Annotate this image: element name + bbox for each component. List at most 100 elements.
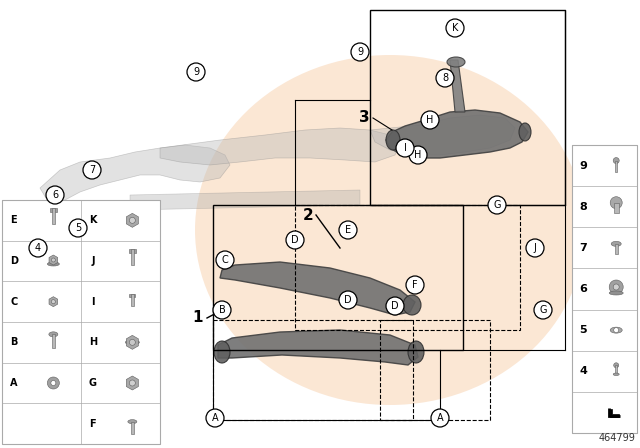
Bar xyxy=(131,249,134,265)
Text: 9: 9 xyxy=(193,67,199,77)
Circle shape xyxy=(206,409,224,427)
Bar xyxy=(213,320,413,420)
Circle shape xyxy=(386,297,404,315)
Text: B: B xyxy=(219,305,225,315)
Text: 464799: 464799 xyxy=(598,433,636,443)
Ellipse shape xyxy=(128,420,137,424)
Ellipse shape xyxy=(611,241,621,246)
Circle shape xyxy=(421,111,439,129)
Text: 7: 7 xyxy=(579,243,587,253)
Circle shape xyxy=(69,219,87,237)
Circle shape xyxy=(534,301,552,319)
Circle shape xyxy=(51,380,56,385)
Text: D: D xyxy=(391,301,399,311)
Bar xyxy=(129,249,136,253)
Ellipse shape xyxy=(195,55,585,405)
Text: D: D xyxy=(291,235,299,245)
Text: 8: 8 xyxy=(579,202,587,212)
Circle shape xyxy=(409,146,427,164)
Circle shape xyxy=(187,63,205,81)
Circle shape xyxy=(436,69,454,87)
Polygon shape xyxy=(40,145,230,205)
Circle shape xyxy=(51,300,55,304)
Bar xyxy=(129,294,135,297)
Text: J: J xyxy=(534,243,536,253)
Text: 3: 3 xyxy=(360,111,370,125)
Text: K: K xyxy=(89,215,97,225)
Bar xyxy=(295,205,520,330)
Text: 5: 5 xyxy=(579,325,587,335)
Text: G: G xyxy=(493,200,500,210)
Circle shape xyxy=(47,377,60,389)
Circle shape xyxy=(339,221,357,239)
Ellipse shape xyxy=(47,262,60,266)
Text: K: K xyxy=(452,23,458,33)
Polygon shape xyxy=(130,190,360,210)
Ellipse shape xyxy=(613,373,620,375)
Polygon shape xyxy=(370,115,515,155)
Bar xyxy=(50,208,57,212)
Bar xyxy=(380,320,490,420)
Bar xyxy=(2,200,160,444)
Text: 7: 7 xyxy=(89,165,95,175)
Circle shape xyxy=(351,43,369,61)
Text: 5: 5 xyxy=(75,223,81,233)
Circle shape xyxy=(216,251,234,269)
Bar xyxy=(52,208,55,224)
Bar xyxy=(52,334,55,349)
Ellipse shape xyxy=(519,123,531,141)
Circle shape xyxy=(339,291,357,309)
Ellipse shape xyxy=(386,130,400,150)
Bar xyxy=(615,160,617,172)
Text: 9: 9 xyxy=(579,160,587,171)
Polygon shape xyxy=(386,110,528,158)
Text: A: A xyxy=(212,413,218,423)
Text: A: A xyxy=(436,413,444,423)
Text: D: D xyxy=(10,256,18,266)
Text: J: J xyxy=(91,256,95,266)
Bar xyxy=(614,202,619,213)
Polygon shape xyxy=(218,330,418,365)
Polygon shape xyxy=(49,297,58,307)
Polygon shape xyxy=(610,409,620,418)
Circle shape xyxy=(46,186,64,204)
Circle shape xyxy=(129,380,135,386)
Ellipse shape xyxy=(49,332,58,337)
Text: D: D xyxy=(344,295,352,305)
Text: H: H xyxy=(426,115,434,125)
Text: G: G xyxy=(540,305,547,315)
Text: 6: 6 xyxy=(579,284,587,294)
Circle shape xyxy=(609,280,623,294)
Polygon shape xyxy=(126,336,138,349)
Ellipse shape xyxy=(447,57,465,67)
Circle shape xyxy=(286,231,304,249)
Ellipse shape xyxy=(403,295,421,315)
Ellipse shape xyxy=(408,341,424,363)
Text: C: C xyxy=(10,297,17,307)
Text: B: B xyxy=(10,337,17,347)
Text: F: F xyxy=(412,280,418,290)
Text: H: H xyxy=(414,150,422,160)
Circle shape xyxy=(51,258,55,262)
Bar xyxy=(614,244,618,254)
Text: 1: 1 xyxy=(193,310,203,326)
Circle shape xyxy=(129,339,135,345)
Ellipse shape xyxy=(125,340,140,345)
Text: 6: 6 xyxy=(52,190,58,200)
Circle shape xyxy=(29,239,47,257)
Text: 4: 4 xyxy=(579,366,587,376)
Bar xyxy=(131,422,134,434)
Text: C: C xyxy=(221,255,228,265)
Polygon shape xyxy=(160,128,400,165)
Text: I: I xyxy=(91,297,95,307)
Text: 8: 8 xyxy=(442,73,448,83)
Bar xyxy=(213,205,463,350)
Circle shape xyxy=(406,276,424,294)
Bar xyxy=(615,365,617,374)
Circle shape xyxy=(614,363,619,368)
Bar xyxy=(572,145,637,433)
Circle shape xyxy=(83,161,101,179)
Text: F: F xyxy=(90,419,96,429)
Circle shape xyxy=(488,196,506,214)
Polygon shape xyxy=(49,255,58,265)
